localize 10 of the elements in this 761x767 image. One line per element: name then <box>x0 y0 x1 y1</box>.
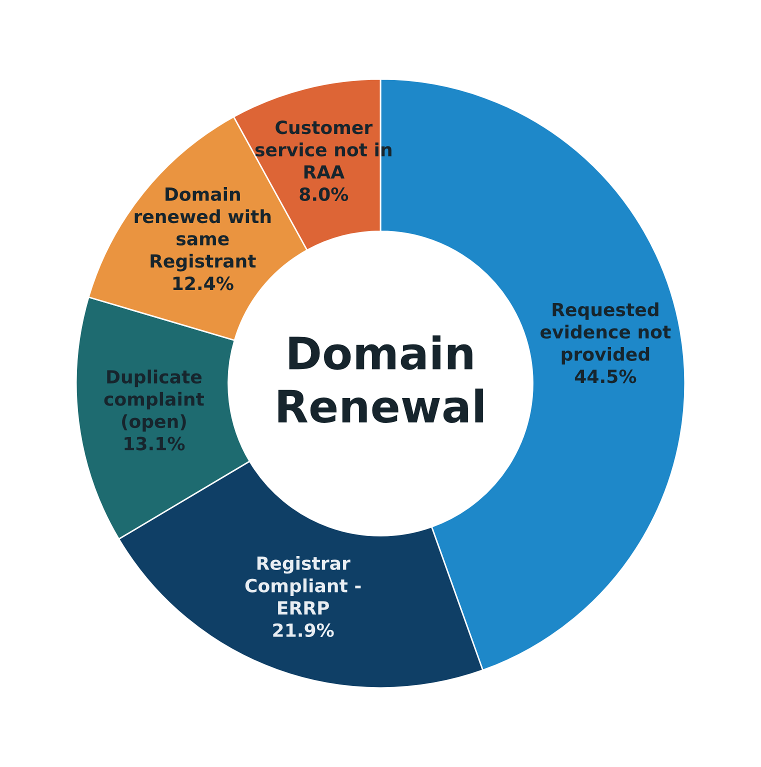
data-label: 44.5% <box>574 370 636 384</box>
data-label: 13.1% <box>124 436 185 450</box>
slice-label: Domain renewed with same Registrant <box>134 186 271 272</box>
data-label: 8.0% <box>300 187 348 202</box>
slice-label: Requested evidence not provided <box>540 302 671 364</box>
slice-label: Registrar Compliant - ERRP <box>245 556 361 614</box>
data-label: 21.9% <box>273 623 334 637</box>
text: Domain Renewal <box>278 335 483 423</box>
data-label: 12.4% <box>173 276 234 290</box>
slice-label: Duplicate complaint (open) <box>104 370 204 432</box>
